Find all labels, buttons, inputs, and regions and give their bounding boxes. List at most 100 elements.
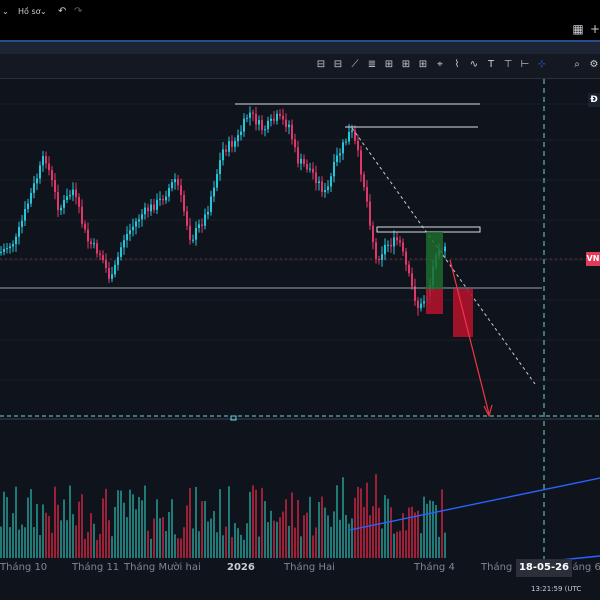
brush-tool-icon[interactable]: ⌖ xyxy=(437,59,443,70)
candle-body xyxy=(444,246,446,252)
volume-bar xyxy=(171,499,173,558)
candle-body xyxy=(96,243,98,254)
candle-body xyxy=(342,142,344,154)
candle-body xyxy=(270,118,272,121)
wave-tool-icon[interactable]: ∿ xyxy=(469,59,479,70)
candle-body xyxy=(189,225,191,240)
fib-tool-icon[interactable]: ≣ xyxy=(367,59,377,70)
layout-grid-icon[interactable]: ▦ xyxy=(572,22,584,36)
redo-icon[interactable]: ↷ xyxy=(74,6,83,17)
long-position-tool-icon[interactable]: ⊞ xyxy=(384,59,394,70)
candle-body xyxy=(402,242,404,252)
volume-bar xyxy=(21,524,23,558)
time-label-feb: Tháng Hai xyxy=(284,562,335,573)
volume-bar xyxy=(0,526,2,558)
volume-bar xyxy=(330,526,332,558)
candle-body xyxy=(243,118,245,132)
pattern-tool-icon[interactable]: ⊞ xyxy=(418,59,428,70)
volume-bar xyxy=(81,494,83,558)
new-tab-icon[interactable]: + xyxy=(589,22,600,36)
gear-icon[interactable]: ⚙ xyxy=(589,59,599,70)
volume-bar xyxy=(63,499,65,558)
candle-body xyxy=(156,199,158,210)
candle-body xyxy=(12,244,14,247)
volume-bar xyxy=(27,497,29,558)
chevron-down-icon[interactable]: ⌄ xyxy=(2,7,9,16)
candle-body xyxy=(84,223,86,230)
volume-bar xyxy=(342,477,344,558)
candle-body xyxy=(144,207,146,215)
volume-bar xyxy=(258,536,260,558)
volume-bar xyxy=(198,531,200,558)
volume-bar xyxy=(255,489,257,558)
candle-body xyxy=(21,220,23,227)
volume-bar xyxy=(327,515,329,558)
candle-body xyxy=(375,242,377,259)
volume-bar xyxy=(162,517,164,558)
text-tool-icon[interactable]: T xyxy=(487,59,495,70)
time-label-oct: Tháng 10 xyxy=(0,562,48,573)
volume-bar xyxy=(345,514,347,558)
candle-body xyxy=(279,113,281,116)
projection-arrowhead xyxy=(483,404,493,418)
volume-bar xyxy=(408,507,410,558)
volume-bar xyxy=(177,538,179,558)
volume-bar xyxy=(315,527,317,558)
candle-body xyxy=(153,204,155,210)
volume-bar xyxy=(168,511,170,558)
profile-menu-label[interactable]: Hồ sơ xyxy=(18,7,41,16)
volume-bar xyxy=(249,491,251,558)
profile-menu-chevron-icon[interactable]: ⌄ xyxy=(40,7,47,16)
volume-bar xyxy=(156,499,158,558)
volume-bar xyxy=(387,498,389,558)
crosshair-tool-icon[interactable]: ⊹ xyxy=(537,59,547,70)
candle-body xyxy=(132,226,134,231)
rectangle-tool-icon[interactable]: ⊟ xyxy=(316,59,326,70)
time-label-apr: Tháng 4 xyxy=(414,562,455,573)
candle-body xyxy=(219,160,221,175)
volume-bar xyxy=(153,518,155,558)
path-tool-icon[interactable]: ⌇ xyxy=(454,59,460,70)
candle-body xyxy=(216,174,218,188)
volume-bar xyxy=(54,486,56,558)
volume-bar xyxy=(438,536,440,558)
trendline-tool-icon[interactable]: ⟋ xyxy=(351,59,359,70)
range-tool-icon[interactable]: ⊟ xyxy=(333,59,343,70)
zoom-icon[interactable]: ⌕ xyxy=(574,59,580,70)
undo-icon[interactable]: ↶ xyxy=(58,6,67,17)
volume-bar xyxy=(99,534,101,558)
candle-body xyxy=(42,156,44,166)
candle-body xyxy=(369,201,371,226)
volume-bar xyxy=(237,528,239,558)
volume-bar xyxy=(333,511,335,558)
volume-bar xyxy=(174,534,176,558)
candle-body xyxy=(72,189,74,196)
volume-bar xyxy=(72,514,74,558)
volume-bar xyxy=(390,507,392,558)
candle-body xyxy=(276,113,278,121)
time-label-may: Tháng 5 xyxy=(481,562,522,573)
candle-body xyxy=(81,206,83,224)
candle-body xyxy=(348,131,350,142)
volume-bar xyxy=(444,532,446,558)
volume-bar xyxy=(240,534,242,558)
measure-tool-icon[interactable]: ⊤ xyxy=(503,59,513,70)
date-range-tool-icon[interactable]: ⊢ xyxy=(520,59,530,70)
short-position-tool-icon[interactable]: ⊞ xyxy=(401,59,411,70)
candle-body xyxy=(177,179,179,186)
drawings-layer[interactable] xyxy=(0,79,600,561)
volume-bar xyxy=(186,505,188,558)
volume-bar xyxy=(339,519,341,558)
volume-bar xyxy=(234,523,236,558)
volume-bar xyxy=(126,517,128,558)
price-chart-canvas[interactable] xyxy=(0,79,600,600)
candle-body xyxy=(66,196,68,201)
volume-bar xyxy=(426,503,428,558)
candle-body xyxy=(360,150,362,175)
volume-bar xyxy=(393,533,395,558)
volume-bar xyxy=(264,501,266,558)
volume-bar xyxy=(159,518,161,558)
candle-body xyxy=(45,156,47,164)
candle-body xyxy=(240,131,242,136)
candle-body xyxy=(75,189,77,197)
